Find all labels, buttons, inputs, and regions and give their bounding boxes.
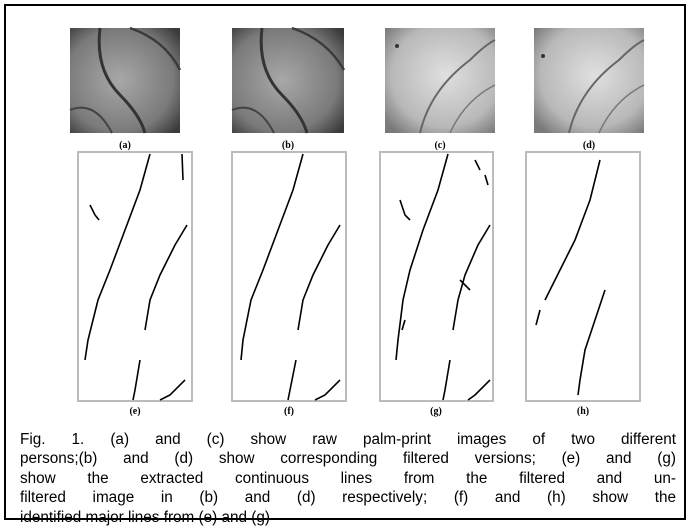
caption-line: filtered image in (b) and (d) respective… <box>20 488 676 507</box>
caption-line: show the extracted continuous lines from… <box>20 469 676 488</box>
caption-line: persons;(b) and (d) show corresponding f… <box>20 449 676 468</box>
palm-image-a <box>70 28 180 133</box>
line-image-h <box>526 152 640 401</box>
panel-label: (b) <box>282 140 294 151</box>
panel-label: (g) <box>430 406 442 417</box>
panel-label: (e) <box>129 406 140 417</box>
caption: Fig. 1. (a) and (c) show raw palm-print … <box>20 430 676 527</box>
panel-label: (f) <box>284 406 294 417</box>
line-image-g <box>380 152 493 401</box>
line-image-f <box>232 152 346 401</box>
line-image-e <box>78 152 192 401</box>
page: {"figure": { "top_labels": ["(a)", "(b)"… <box>0 0 694 527</box>
panel-label: (a) <box>119 140 131 151</box>
panel-label: (h) <box>577 406 589 417</box>
panel-label: (c) <box>434 140 445 151</box>
caption-line: Fig. 1. (a) and (c) show raw palm-print … <box>20 430 676 449</box>
caption-line: identified major lines from (e) and (g) <box>20 508 676 527</box>
palm-image-b <box>232 28 344 133</box>
palm-image-c <box>385 28 495 133</box>
palm-image-d <box>534 28 644 133</box>
panel-label: (d) <box>583 140 595 151</box>
